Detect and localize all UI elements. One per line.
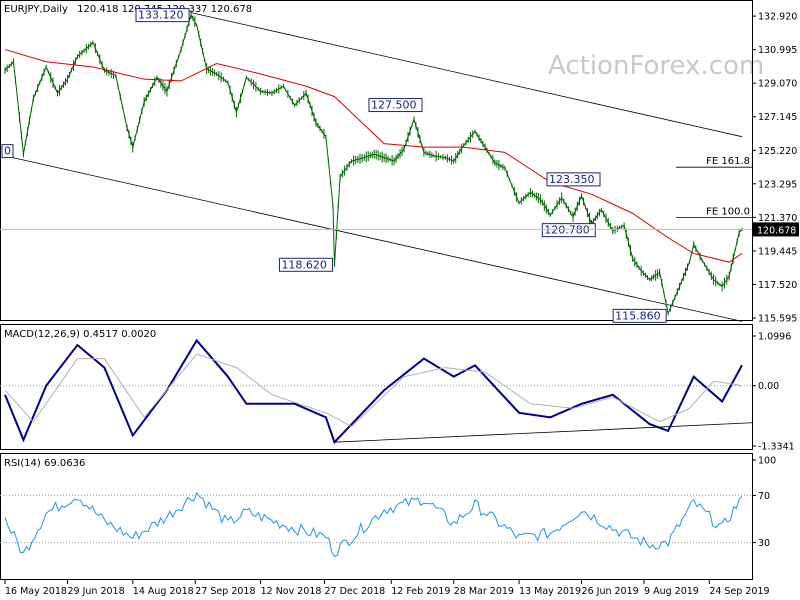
annotation-box (135, 8, 190, 23)
fib-level-label: FE 161.8 (706, 156, 750, 167)
x-tick-label: 14 Aug 2018 (133, 586, 194, 597)
annotation-box (546, 172, 601, 187)
y-tick-label: 127.145 (758, 112, 797, 123)
last-price-label: 120.678 (757, 225, 796, 236)
y-tick-label: 130.995 (758, 45, 797, 56)
annotation-box (1, 144, 14, 159)
y-tick-label: 1.0996 (758, 332, 791, 343)
macd-line (4, 338, 743, 445)
annotation-label: 133.120 (138, 9, 184, 22)
y-tick-label: 132.920 (758, 12, 797, 23)
rsi-panel-frame (0, 453, 753, 580)
y-tick-label: 119.445 (758, 246, 797, 257)
y-tick-label: 129.070 (758, 79, 797, 90)
y-tick-label: -1.3341 (758, 442, 795, 453)
macd-panel-frame (0, 324, 753, 450)
watermark: ActionForex.com (548, 51, 764, 81)
x-tick-label: 13 May 2019 (519, 586, 581, 597)
x-tick-label: 28 Mar 2019 (454, 586, 514, 597)
annotation-box (368, 98, 423, 113)
annotation-box (541, 223, 596, 238)
signal-line (4, 353, 743, 427)
x-tick-label: 12 Nov 2018 (261, 586, 322, 597)
x-tick-label: 9 Aug 2019 (644, 586, 699, 597)
y-tick-label: 30 (758, 538, 770, 549)
annotation-label: 0 (4, 145, 11, 158)
y-tick-label: 125.220 (758, 146, 797, 157)
x-tick-label: 12 Feb 2019 (391, 586, 450, 597)
y-tick-label: 121.370 (758, 213, 797, 224)
annotation-box (278, 257, 333, 272)
annotation-label: 120.780 (544, 224, 590, 237)
macd-trendline (334, 422, 753, 443)
moving-average-line (4, 49, 743, 263)
channel-line (190, 12, 743, 138)
x-tick-label: 29 Jun 2018 (67, 586, 124, 597)
x-tick-label: 16 May 2018 (5, 586, 67, 597)
y-tick-label: 115.595 (758, 314, 797, 325)
y-tick-label: 100 (758, 456, 776, 467)
price-panel-title: EURJPY,Daily 120.418 120.745 120.337 120… (4, 4, 252, 15)
symbol-label: EURJPY,Daily (4, 4, 68, 15)
price-panel-frame (0, 0, 753, 321)
x-tick-label: 27 Dec 2018 (325, 586, 386, 597)
y-tick-label: 117.520 (758, 280, 797, 291)
annotation-label: 118.620 (281, 258, 327, 271)
channel-line (4, 155, 743, 322)
y-tick-label: 0.00 (758, 381, 779, 392)
y-tick-label: 123.295 (758, 179, 797, 190)
x-tick-label: 24 Sep 2019 (709, 586, 769, 597)
annotation-label: 115.860 (615, 309, 661, 322)
x-tick-label: 26 Jun 2019 (582, 586, 639, 597)
last-price-tag (753, 222, 799, 237)
rsi-panel-title: RSI(14) 69.0636 (4, 458, 85, 469)
macd-panel-title: MACD(12,26,9) 0.4517 0.0020 (4, 329, 156, 340)
y-tick-label: 70 (758, 491, 770, 502)
annotation-label: 123.350 (549, 173, 595, 186)
rsi-line (4, 492, 743, 557)
annotation-box (612, 308, 667, 323)
x-tick-label: 27 Sep 2018 (195, 586, 255, 597)
fib-level-label: FE 100.0 (706, 206, 750, 217)
annotation-label: 127.500 (371, 99, 417, 112)
price-line (4, 13, 743, 316)
